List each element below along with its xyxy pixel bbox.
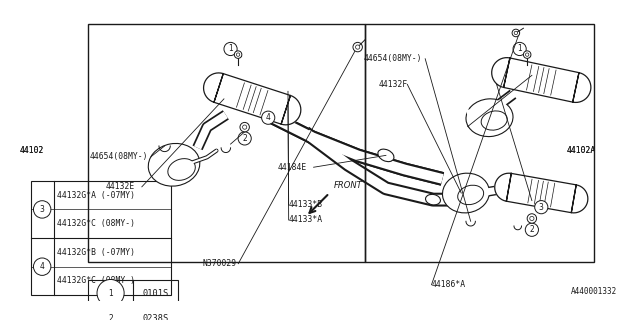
Text: 44654(08MY-): 44654(08MY-) [364, 54, 422, 63]
Circle shape [525, 223, 538, 236]
Circle shape [33, 201, 51, 218]
Circle shape [234, 51, 242, 58]
Circle shape [513, 42, 526, 56]
Text: 44102A: 44102A [567, 146, 596, 155]
Text: 44133*A: 44133*A [468, 122, 502, 131]
Text: FRONT: FRONT [334, 181, 363, 190]
Ellipse shape [148, 143, 200, 186]
Ellipse shape [466, 99, 513, 137]
Bar [88, 24, 365, 262]
Circle shape [97, 305, 124, 320]
Text: 3: 3 [539, 203, 544, 212]
Text: 44133*B: 44133*B [497, 80, 531, 89]
Polygon shape [204, 73, 301, 125]
Ellipse shape [426, 194, 440, 205]
Text: 0238S: 0238S [143, 314, 169, 320]
Text: 44102A: 44102A [567, 146, 596, 155]
Text: 44102: 44102 [20, 146, 44, 155]
Bar [365, 24, 594, 262]
Bar [88, 280, 179, 320]
Text: 44133*A: 44133*A [289, 215, 323, 224]
Circle shape [238, 132, 252, 145]
Polygon shape [492, 58, 591, 102]
Text: A440001332: A440001332 [570, 287, 616, 296]
Circle shape [97, 279, 124, 307]
Text: 44132F: 44132F [379, 80, 408, 89]
Circle shape [514, 31, 518, 35]
Text: 1: 1 [517, 44, 522, 53]
Circle shape [262, 111, 275, 124]
Circle shape [224, 42, 237, 56]
Text: 44186*A: 44186*A [431, 280, 466, 289]
Ellipse shape [168, 159, 195, 180]
Text: 44132G*C (08MY-): 44132G*C (08MY-) [58, 219, 136, 228]
Text: 0101S: 0101S [143, 289, 169, 298]
Text: 1: 1 [108, 289, 113, 298]
Circle shape [33, 258, 51, 276]
Text: 44132E: 44132E [106, 182, 135, 191]
Text: 2: 2 [243, 134, 247, 143]
Circle shape [524, 51, 531, 58]
Text: N370029: N370029 [202, 259, 237, 268]
Circle shape [527, 214, 536, 223]
Text: 2: 2 [108, 314, 113, 320]
Circle shape [530, 216, 534, 220]
Circle shape [534, 201, 548, 214]
Bar [31, 181, 171, 295]
Text: 1: 1 [228, 44, 233, 53]
Text: 2: 2 [529, 225, 534, 234]
Text: 44654(08MY-): 44654(08MY-) [90, 152, 148, 161]
Polygon shape [495, 173, 588, 213]
Text: 44132G*B (-07MY): 44132G*B (-07MY) [58, 248, 136, 257]
Ellipse shape [442, 173, 490, 213]
Text: 44184E: 44184E [278, 163, 307, 172]
Text: 44133*B: 44133*B [289, 200, 323, 209]
Circle shape [525, 53, 529, 56]
Circle shape [356, 45, 360, 49]
Circle shape [353, 42, 362, 52]
Ellipse shape [481, 111, 508, 130]
Ellipse shape [458, 185, 484, 204]
Text: 4: 4 [266, 113, 271, 122]
Text: 3: 3 [40, 205, 45, 214]
Circle shape [512, 29, 520, 37]
Text: 44102: 44102 [20, 146, 44, 155]
Circle shape [240, 123, 250, 132]
Text: 44132G*A (-07MY): 44132G*A (-07MY) [58, 191, 136, 200]
Circle shape [236, 53, 240, 56]
Ellipse shape [378, 149, 394, 162]
Text: 4: 4 [40, 262, 45, 271]
Circle shape [243, 125, 247, 129]
Text: 44132G*C (08MY-): 44132G*C (08MY-) [58, 276, 136, 285]
